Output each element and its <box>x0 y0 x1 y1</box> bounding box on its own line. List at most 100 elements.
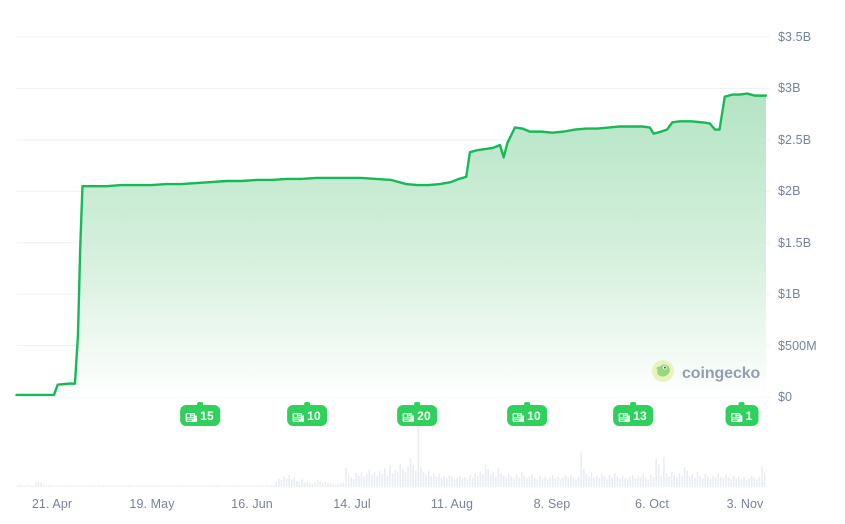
volume-bar[interactable] <box>133 485 135 487</box>
volume-bar[interactable] <box>613 473 616 487</box>
volume-bar[interactable] <box>89 485 91 487</box>
volume-bar[interactable] <box>78 485 81 487</box>
volume-bar[interactable] <box>676 477 678 487</box>
volume-bar[interactable] <box>608 474 611 487</box>
volume-bar[interactable] <box>603 476 606 487</box>
volume-bar[interactable] <box>549 477 551 487</box>
volume-bar[interactable] <box>195 485 197 487</box>
volume-bar[interactable] <box>35 482 37 487</box>
volume-bar[interactable] <box>156 485 159 487</box>
volume-bar[interactable] <box>469 474 471 487</box>
volume-bar[interactable] <box>621 475 624 487</box>
volume-bar[interactable] <box>332 483 334 487</box>
volume-bar[interactable] <box>63 485 66 487</box>
volume-bar[interactable] <box>732 475 735 487</box>
volume-bar[interactable] <box>319 480 321 487</box>
volume-bar[interactable] <box>611 477 613 487</box>
volume-bar[interactable] <box>531 474 533 487</box>
news-marker-badge[interactable]: 15 <box>180 402 220 426</box>
volume-bar[interactable] <box>24 485 27 487</box>
volume-bar[interactable] <box>474 473 477 487</box>
volume-bar[interactable] <box>257 485 259 487</box>
volume-bar[interactable] <box>453 479 456 487</box>
volume-bar[interactable] <box>213 485 215 487</box>
volume-bar[interactable] <box>84 485 86 487</box>
volume-bar[interactable] <box>104 485 107 487</box>
volume-bar[interactable] <box>536 479 539 487</box>
volume-bar[interactable] <box>707 476 709 487</box>
volume-bar[interactable] <box>184 485 187 487</box>
volume-bar[interactable] <box>526 478 528 487</box>
volume-bar[interactable] <box>624 477 626 487</box>
volume-bar[interactable] <box>60 485 63 487</box>
news-marker-badge[interactable]: 1 <box>725 402 759 426</box>
volume-bar[interactable] <box>557 476 559 487</box>
volume-bar[interactable] <box>159 485 161 487</box>
volume-bar[interactable] <box>345 468 347 487</box>
volume-bar[interactable] <box>280 480 283 487</box>
news-marker-badge[interactable]: 10 <box>507 402 547 426</box>
volume-bar[interactable] <box>187 485 190 487</box>
volume-bar[interactable] <box>533 477 536 487</box>
volume-bar[interactable] <box>515 474 518 487</box>
volume-bar[interactable] <box>29 485 32 487</box>
volume-bar[interactable] <box>456 477 458 487</box>
volume-bar[interactable] <box>686 470 688 487</box>
volume-bar[interactable] <box>725 474 727 487</box>
volume-bar[interactable] <box>148 485 151 487</box>
volume-bar[interactable] <box>182 485 184 487</box>
volume-bar[interactable] <box>32 485 35 487</box>
volume-bar[interactable] <box>169 485 172 487</box>
volume-bar[interactable] <box>283 476 285 487</box>
volume-bar[interactable] <box>94 485 97 487</box>
volume-bar[interactable] <box>358 475 360 487</box>
volume-bar[interactable] <box>265 485 267 487</box>
volume-bar[interactable] <box>673 474 676 487</box>
volume-bar[interactable] <box>360 471 363 488</box>
volume-bar[interactable] <box>717 473 719 487</box>
volume-bar[interactable] <box>342 482 345 487</box>
volume-bar[interactable] <box>427 470 430 487</box>
volume-bar[interactable] <box>334 484 337 487</box>
volume-bar[interactable] <box>626 479 629 487</box>
volume-bar[interactable] <box>288 474 290 487</box>
volume-bar[interactable] <box>239 485 241 487</box>
volume-bar[interactable] <box>634 478 637 487</box>
volume-bar[interactable] <box>389 465 391 487</box>
volume-bar[interactable] <box>68 485 71 487</box>
volume-bar[interactable] <box>484 464 487 487</box>
volume-bar[interactable] <box>298 481 301 487</box>
volume-bar[interactable] <box>570 474 572 487</box>
volume-bar[interactable] <box>122 485 125 487</box>
volume-bar[interactable] <box>254 485 257 487</box>
volume-bar[interactable] <box>58 485 60 487</box>
volume-bar[interactable] <box>433 473 435 487</box>
volume-bar[interactable] <box>655 458 657 487</box>
volume-bar[interactable] <box>523 475 526 487</box>
volume-bar[interactable] <box>324 481 327 487</box>
volume-bar[interactable] <box>505 477 508 487</box>
volume-bar[interactable] <box>513 478 515 487</box>
volume-bar[interactable] <box>120 485 122 487</box>
volume-bar[interactable] <box>657 464 660 487</box>
volume-bar[interactable] <box>153 485 156 487</box>
volume-bar[interactable] <box>215 485 218 487</box>
volume-bar[interactable] <box>373 472 376 487</box>
volume-bar[interactable] <box>425 474 427 487</box>
volume-bar[interactable] <box>601 474 603 487</box>
volume-bar[interactable] <box>311 483 314 487</box>
volume-bar[interactable] <box>588 476 590 487</box>
volume-bar[interactable] <box>642 474 645 487</box>
volume-bar[interactable] <box>37 481 40 487</box>
volume-bar[interactable] <box>489 474 492 487</box>
volume-bar[interactable] <box>598 478 601 487</box>
volume-bar[interactable] <box>466 479 469 487</box>
volume-bar[interactable] <box>704 474 707 487</box>
volume-bar[interactable] <box>593 477 595 487</box>
volume-bar[interactable] <box>125 485 128 487</box>
volume-bar[interactable] <box>16 485 19 487</box>
volume-bar[interactable] <box>40 482 42 487</box>
volume-bar[interactable] <box>590 472 593 487</box>
volume-bar[interactable] <box>399 463 402 487</box>
volume-bar[interactable] <box>47 485 50 487</box>
